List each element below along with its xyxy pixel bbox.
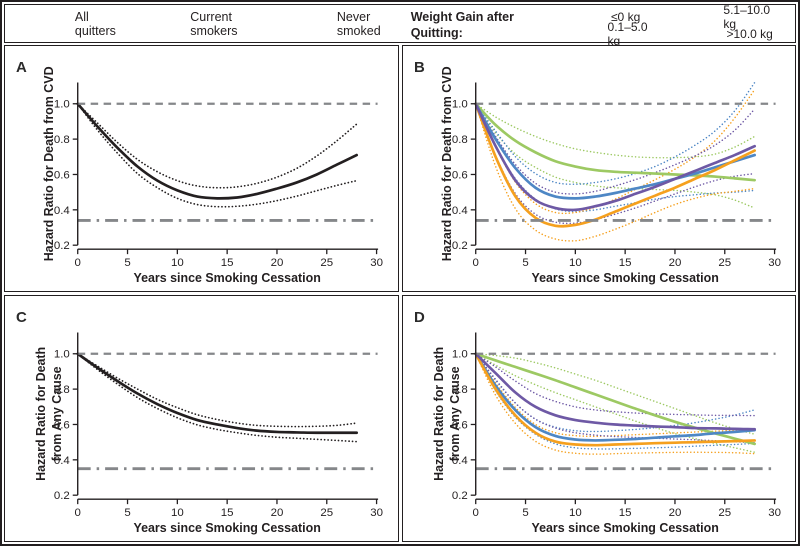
svg-text:10: 10: [171, 257, 184, 269]
blue-solid-line-sample: [567, 28, 602, 40]
svg-text:10: 10: [568, 257, 581, 269]
svg-text:30: 30: [768, 257, 781, 269]
weight-gain-legend-items: ≤0 kg 0.1–5.0 kg 5.1–10.0 kg >10.0 kg: [567, 3, 781, 48]
svg-text:0: 0: [75, 507, 81, 519]
svg-text:0.8: 0.8: [54, 384, 70, 396]
svg-text:0.2: 0.2: [451, 240, 467, 252]
panel-c: 0.2 0.4 0.6 0.8 1.0 0 5 10 15 20 25 30 Years since S…: [4, 295, 399, 542]
svg-text:Years since Smoking Cessation: Years since Smoking Cessation: [531, 271, 718, 285]
svg-text:15: 15: [221, 257, 234, 269]
svg-text:Years since Smoking Cessation: Years since Smoking Cessation: [531, 521, 718, 535]
svg-text:0.6: 0.6: [451, 169, 467, 181]
svg-text:5: 5: [522, 257, 528, 269]
svg-text:1.0: 1.0: [451, 99, 467, 111]
panel-a: 0.2 0.4 0.6 0.8 1.0 0 5 10 15 20 25 30 Years since S…: [4, 45, 399, 292]
svg-text:20: 20: [271, 507, 284, 519]
svg-text:0.8: 0.8: [451, 134, 467, 146]
panel-d-chart-svg: 0.2 0.4 0.6 0.8 1.0 0 5 10 15 20 25 30 Years since S…: [413, 309, 781, 535]
svg-text:25: 25: [320, 507, 333, 519]
weight-gain-item-label: >10.0 kg: [726, 26, 773, 41]
svg-text:1.0: 1.0: [54, 99, 70, 111]
svg-text:Hazard Ratio for Death from CV: Hazard Ratio for Death from CVD: [439, 66, 453, 261]
svg-text:0.4: 0.4: [451, 455, 468, 467]
gray-dashdot-line-sample: [297, 18, 330, 30]
panel-d: 0.2 0.4 0.6 0.8 1.0 0 5 10 15 20 25 30 Years since S…: [401, 295, 796, 542]
svg-text:30: 30: [370, 507, 383, 519]
svg-text:0.6: 0.6: [54, 169, 70, 181]
svg-text:10: 10: [171, 507, 184, 519]
svg-text:0: 0: [472, 257, 478, 269]
weight-gain-item-label: 5.1–10.0 kg: [723, 2, 771, 31]
svg-text:0.4: 0.4: [54, 455, 71, 467]
svg-text:0.2: 0.2: [451, 490, 467, 502]
green-solid-line-sample: [567, 11, 605, 23]
svg-text:30: 30: [768, 507, 781, 519]
svg-text:5: 5: [124, 257, 130, 269]
svg-text:0.8: 0.8: [451, 384, 467, 396]
legend-item-2: Never smoked: [297, 10, 411, 38]
svg-text:0.4: 0.4: [451, 205, 468, 217]
svg-text:25: 25: [718, 257, 731, 269]
svg-text:Years since Smoking Cessation: Years since Smoking Cessation: [133, 521, 320, 535]
svg-text:15: 15: [618, 257, 631, 269]
svg-text:0: 0: [75, 257, 81, 269]
orange-solid-line-sample: [682, 11, 717, 23]
panel-label-d: D: [413, 309, 424, 326]
legend-item-label: Current smokers: [190, 9, 238, 38]
svg-text:0.8: 0.8: [54, 134, 70, 146]
legend-item-label: Never smoked: [336, 9, 381, 38]
svg-text:20: 20: [271, 257, 284, 269]
gray-dashed-line-sample: [150, 18, 183, 30]
panels-grid: 0.2 0.4 0.6 0.8 1.0 0 5 10 15 20 25 30 Years since S…: [4, 45, 796, 542]
svg-text:15: 15: [221, 507, 234, 519]
svg-text:20: 20: [668, 507, 681, 519]
svg-text:10: 10: [568, 507, 581, 519]
black-solid-line-sample: [35, 18, 68, 30]
svg-text:25: 25: [718, 507, 731, 519]
svg-text:Hazard Ratio for Death from CV: Hazard Ratio for Death from CVD: [42, 66, 56, 261]
weight-gain-item-label: 0.1–5.0 kg: [607, 19, 648, 48]
line-style-legend: All quitters Current smokers Never smoked: [35, 10, 411, 38]
weight-gain-item-0: ≤0 kg: [567, 9, 659, 25]
panel-b: 0.2 0.4 0.6 0.8 1.0 0 5 10 15 20 25 30 Years since S…: [401, 45, 796, 292]
svg-text:25: 25: [320, 257, 333, 269]
svg-text:0.2: 0.2: [54, 490, 70, 502]
legend-item-0: All quitters: [35, 10, 128, 38]
panel-label-c: C: [16, 309, 27, 326]
svg-text:1.0: 1.0: [451, 349, 467, 361]
svg-text:0: 0: [472, 507, 478, 519]
panel-b-chart-svg: 0.2 0.4 0.6 0.8 1.0 0 5 10 15 20 25 30 Years since S…: [413, 59, 781, 285]
legend: All quitters Current smokers Never smoked …: [4, 3, 796, 48]
purple-solid-line-sample: [682, 28, 720, 40]
svg-text:5: 5: [124, 507, 130, 519]
svg-text:0.2: 0.2: [54, 240, 70, 252]
svg-text:15: 15: [618, 507, 631, 519]
svg-text:0.6: 0.6: [451, 419, 467, 431]
legend-item-1: Current smokers: [150, 10, 275, 38]
svg-text:0.4: 0.4: [54, 205, 71, 217]
panel-label-b: B: [413, 59, 424, 76]
weight-gain-item-3: >10.0 kg: [682, 26, 781, 42]
weight-gain-item-2: 5.1–10.0 kg: [682, 3, 781, 31]
panel-a-chart-svg: 0.2 0.4 0.6 0.8 1.0 0 5 10 15 20 25 30 Years since S…: [16, 59, 383, 285]
svg-text:20: 20: [668, 257, 681, 269]
svg-text:1.0: 1.0: [54, 349, 70, 361]
svg-text:Years since Smoking Cessation: Years since Smoking Cessation: [133, 271, 320, 285]
weight-gain-legend-title: Weight Gain after Quitting:: [410, 9, 514, 40]
svg-text:30: 30: [370, 257, 383, 269]
weight-gain-item-label: ≤0 kg: [610, 9, 641, 24]
weight-gain-legend: Weight Gain after Quitting: ≤0 kg 0.1–5.0…: [410, 3, 781, 48]
panel-label-a: A: [16, 59, 27, 76]
legend-item-label: All quitters: [74, 9, 116, 38]
panel-c-chart-svg: 0.2 0.4 0.6 0.8 1.0 0 5 10 15 20 25 30 Years since S…: [16, 309, 383, 535]
weight-gain-item-1: 0.1–5.0 kg: [567, 20, 659, 48]
svg-text:5: 5: [522, 507, 528, 519]
svg-text:0.6: 0.6: [54, 419, 70, 431]
